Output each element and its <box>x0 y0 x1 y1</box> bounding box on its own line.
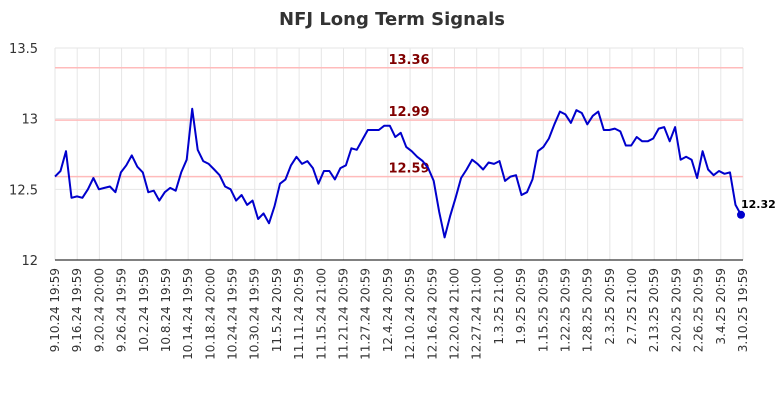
x-tick-label: 11.5.24 20:59 <box>270 268 284 352</box>
x-tick-label: 2.3.25 20:59 <box>603 268 617 345</box>
series-line <box>54 107 742 239</box>
last-value-marker <box>737 210 745 219</box>
grid <box>54 47 744 261</box>
series: 12.32 <box>54 107 776 239</box>
x-axis-ticks: 9.10.24 19:59 9.16.24 19:59 9.20.24 20:00 9… <box>48 268 750 360</box>
reference-line-label: 12.99 <box>388 105 429 120</box>
x-tick-label: 11.27.24 20:59 <box>359 268 373 360</box>
x-tick-label: 2.20.25 20:59 <box>669 268 683 352</box>
x-tick-label: 1.28.25 20:59 <box>581 268 595 352</box>
y-axis-ticks: 12 12.5 13 13.5 <box>9 42 38 269</box>
x-tick-label: 10.8.24 19:59 <box>159 268 173 352</box>
x-tick-label: 9.26.24 19:59 <box>115 268 129 352</box>
x-tick-label: 11.11.24 20:59 <box>292 268 306 360</box>
x-tick-label: 12.10.24 20:59 <box>403 268 417 360</box>
x-tick-label: 12.20.24 21:00 <box>447 268 461 360</box>
x-tick-label: 12.4.24 20:59 <box>381 268 395 352</box>
x-tick-label: 3.10.25 19:59 <box>736 268 750 352</box>
y-tick-label: 13.5 <box>9 42 38 57</box>
y-tick-label: 13 <box>21 113 38 128</box>
x-tick-label: 11.21.24 20:59 <box>337 268 351 360</box>
chart-title: NFJ Long Term Signals <box>279 9 505 30</box>
x-tick-label: 9.16.24 19:59 <box>70 268 84 352</box>
y-tick-label: 12 <box>21 254 38 269</box>
reference-line-label: 13.36 <box>388 53 429 68</box>
x-tick-label: 2.7.25 21:00 <box>625 268 639 345</box>
x-tick-label: 3.4.25 20:59 <box>714 268 728 345</box>
x-tick-label: 2.26.25 20:59 <box>692 268 706 352</box>
x-tick-label: 10.24.24 19:59 <box>226 268 240 360</box>
x-tick-label: 2.13.25 20:59 <box>647 268 661 352</box>
x-tick-label: 10.2.24 19:59 <box>137 268 151 352</box>
x-tick-label: 1.22.25 20:59 <box>558 268 572 352</box>
last-value-label: 12.32 <box>741 198 776 211</box>
x-tick-label: 10.14.24 19:59 <box>181 268 195 360</box>
x-tick-label: 10.18.24 20:00 <box>203 268 217 360</box>
x-tick-label: 12.16.24 20:59 <box>425 268 439 360</box>
x-tick-label: 1.3.25 21:00 <box>492 268 506 345</box>
x-tick-label: 10.30.24 19:59 <box>248 268 262 360</box>
x-tick-label: 12.27.24 21:00 <box>470 268 484 360</box>
y-tick-label: 12.5 <box>9 183 38 198</box>
x-tick-label: 9.20.24 20:00 <box>92 268 106 352</box>
reference-line-label: 12.59 <box>388 162 429 177</box>
x-tick-label: 9.10.24 19:59 <box>48 268 62 352</box>
reference-lines: 13.36 12.99 12.59 <box>55 53 743 178</box>
x-tick-label: 11.15.24 21:00 <box>314 268 328 360</box>
x-tick-label: 1.9.25 20:59 <box>514 268 528 345</box>
x-tick-label: 1.15.25 20:59 <box>536 268 550 352</box>
